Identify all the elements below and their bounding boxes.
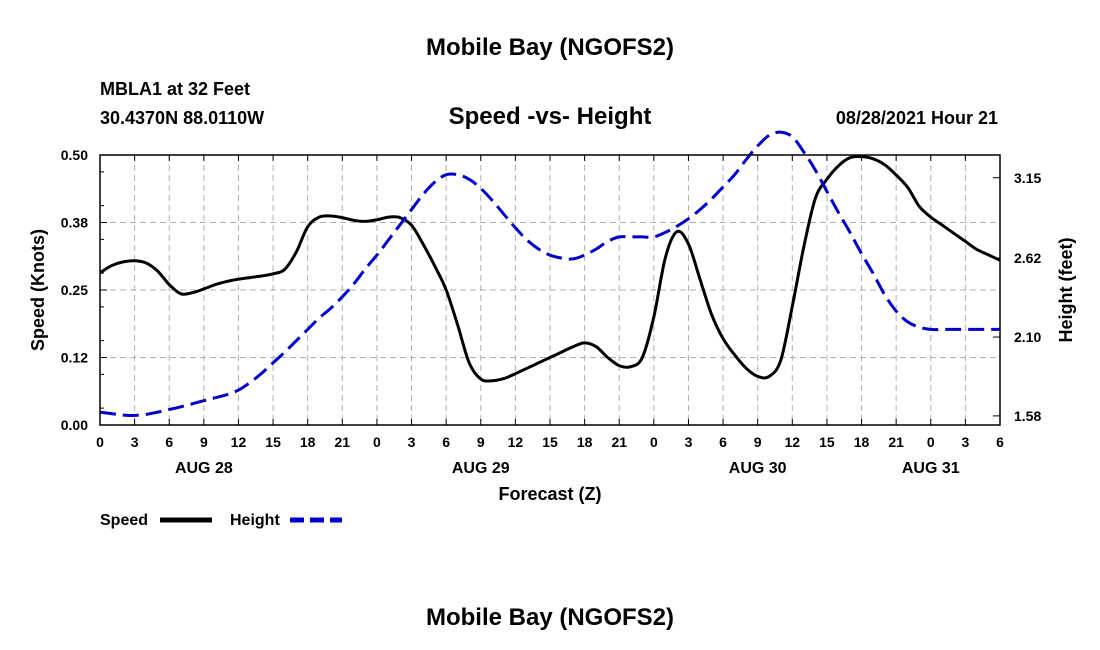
chart-title: Mobile Bay (NGOFS2) [426,34,674,61]
forecast-timestamp: 08/28/2021 Hour 21 [836,108,998,128]
x-tick-label: 0 [650,434,658,450]
station-coords: 30.4370N 88.0110W [100,108,264,128]
x-tick-label: 15 [265,434,281,450]
x-tick-label: 18 [300,434,316,450]
y-tick-label: 0.12 [61,350,88,366]
series-height-line [99,130,1000,417]
x-tick-label: 9 [754,434,762,450]
x-tick-label: 6 [165,434,173,450]
x-date-label: AUG 28 [175,460,233,477]
series-speed-line [99,154,1001,383]
x-tick-label: 12 [231,434,247,450]
y2-tick-label: 2.62 [1014,250,1041,266]
x-tick-label: 0 [927,434,935,450]
y-tick-label: 0.50 [61,147,88,163]
x-tick-label: 12 [508,434,524,450]
x-tick-label: 0 [373,434,381,450]
x-date-label: AUG 30 [729,460,787,477]
y-tick-label: 0.38 [61,215,88,231]
x-tick-label: 18 [577,434,593,450]
legend-height-label: Height [230,512,280,529]
x-tick-label: 3 [131,434,139,450]
x-tick-label: 3 [961,434,969,450]
x-tick-label: 6 [442,434,450,450]
footer-title: Mobile Bay (NGOFS2) [426,604,674,631]
x-tick-label: 15 [542,434,558,450]
x-date-label: AUG 29 [452,460,510,477]
y-tick-label: 0.00 [61,417,88,433]
x-tick-label: 3 [685,434,693,450]
x-tick-label: 21 [888,434,904,450]
x-tick-label: 9 [200,434,208,450]
x-tick-label: 9 [477,434,485,450]
x-tick-label: 0 [96,434,104,450]
x-tick-label: 18 [854,434,870,450]
legend: Speed Height [100,512,342,529]
x-tick-label: 6 [719,434,727,450]
y-tick-label: 0.25 [61,282,88,298]
x-tick-label: 15 [819,434,835,450]
legend-speed-label: Speed [100,512,148,529]
chart-subtitle: Speed -vs- Height [449,103,652,130]
x-tick-label: 6 [996,434,1004,450]
y2-tick-label: 1.58 [1014,408,1041,424]
x-tick-label: 21 [611,434,627,450]
y-axis-label: Speed (Knots) [28,229,48,351]
x-tick-label: 21 [335,434,351,450]
y2-tick-label: 3.15 [1014,170,1041,186]
x-tick-label: 3 [408,434,416,450]
x-axis-label: Forecast (Z) [498,484,601,504]
y2-axis-label: Height (feet) [1056,238,1076,343]
y2-tick-label: 2.10 [1014,329,1041,345]
x-date-label: AUG 31 [902,460,960,477]
station-label: MBLA1 at 32 Feet [100,79,250,99]
x-tick-label: 12 [785,434,801,450]
series-layer [99,130,1001,417]
axis-ticks: 0 3 6 9 12 15 18 21 0 3 6 9 12 15 18 21 0 3 6 9 12 15 18 21 0 3 6A… [61,147,1042,477]
grid-lines [100,155,1000,425]
